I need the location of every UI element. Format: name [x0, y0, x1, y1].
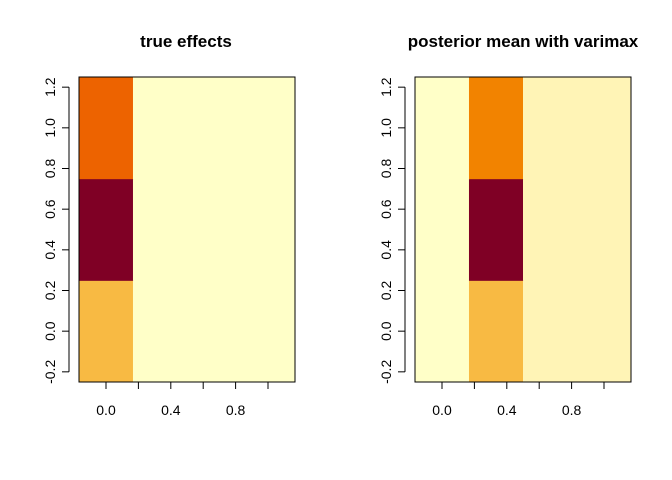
x-axis: 0.0 0.4 0.8 [96, 381, 269, 418]
heatmap-cell [187, 280, 242, 383]
heatmap-cell [79, 178, 134, 281]
heatmap-cell [241, 280, 296, 383]
heatmap-cell [468, 178, 524, 281]
heatmap-cell [523, 178, 578, 281]
y-tick-label: 0.4 [378, 240, 394, 260]
heatmap-cell [79, 77, 134, 180]
chart-title: true effects [140, 32, 232, 51]
y-tick-label: 0.6 [378, 199, 394, 219]
heatmap-cell [241, 178, 296, 281]
y-tick-label: 0.6 [42, 199, 58, 219]
heatmap-cell [415, 178, 470, 281]
heatmap-cell [468, 77, 524, 180]
heatmap-cell [415, 280, 470, 383]
y-tick-label: 0.8 [378, 159, 394, 179]
y-tick-label: 0.8 [42, 159, 58, 179]
heatmap-cell [132, 77, 188, 180]
x-tick-label: 0.4 [161, 402, 181, 418]
x-axis: 0.0 0.4 0.8 [432, 381, 605, 418]
heatmap-cell [577, 77, 632, 180]
heatmap-cell [468, 280, 524, 383]
y-tick-label: 1.0 [42, 118, 58, 138]
heatmap-cell [187, 77, 242, 180]
heatmap-cell [415, 77, 470, 180]
y-tick-label: 1.0 [378, 118, 394, 138]
heatmap-cell [132, 178, 188, 281]
heatmap-cells [79, 77, 296, 383]
y-axis: -0.2 0.0 0.2 0.4 0.6 0.8 1.0 1.2 [42, 77, 70, 384]
posterior-mean-panel: posterior mean with varimax 0.0 0.4 0.8 -0… [378, 32, 639, 418]
heatmap-cell [577, 280, 632, 383]
y-tick-label: 0.4 [42, 240, 58, 260]
y-tick-label: 0.0 [378, 321, 394, 341]
y-tick-label: 0.2 [42, 281, 58, 301]
heatmap-cell [241, 77, 296, 180]
x-tick-label: 0.8 [562, 402, 582, 418]
y-axis: -0.2 0.0 0.2 0.4 0.6 0.8 1.0 1.2 [378, 77, 406, 384]
x-tick-label: 0.4 [497, 402, 517, 418]
true-effects-panel: true effects 0.0 0.4 0.8 -0.2 0.0 0.2 0.4 0.6 0… [42, 32, 296, 418]
x-tick-label: 0.0 [432, 402, 452, 418]
x-tick-label: 0.0 [96, 402, 116, 418]
chart-title: posterior mean with varimax [408, 32, 639, 51]
y-tick-label: 1.2 [42, 77, 58, 97]
heatmap-cell [577, 178, 632, 281]
y-tick-label: 0.2 [378, 281, 394, 301]
y-tick-label: 0.0 [42, 321, 58, 341]
x-tick-label: 0.8 [226, 402, 246, 418]
heatmap-cell [79, 280, 134, 383]
y-tick-label: 1.2 [378, 77, 394, 97]
y-tick-label: -0.2 [378, 360, 394, 384]
heatmap-cell [132, 280, 188, 383]
heatmap-cell [523, 77, 578, 180]
heatmap-cell [523, 280, 578, 383]
y-tick-label: -0.2 [42, 360, 58, 384]
heatmap-cells [415, 77, 632, 383]
heatmap-cell [187, 178, 242, 281]
